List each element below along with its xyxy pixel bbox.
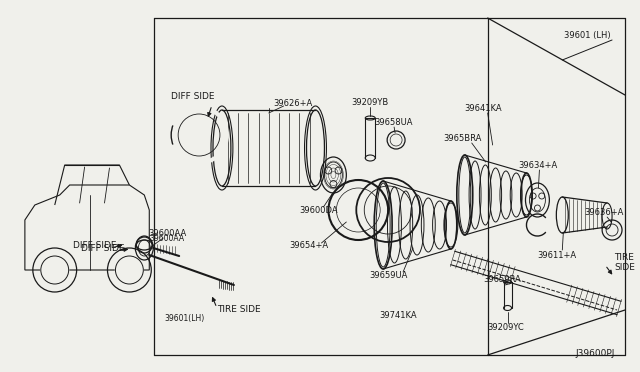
Text: J39600PJ: J39600PJ [575, 349, 615, 358]
Text: 39659UA: 39659UA [369, 270, 407, 279]
Text: 39654+A: 39654+A [289, 241, 328, 250]
Text: TIRE SIDE: TIRE SIDE [217, 305, 260, 314]
Text: 39600AA: 39600AA [148, 228, 186, 237]
Text: 39636+A: 39636+A [584, 208, 624, 217]
Text: 3965BRA: 3965BRA [444, 134, 482, 142]
Text: 39209YC: 39209YC [487, 324, 524, 333]
Text: 39611+A: 39611+A [538, 250, 577, 260]
Text: 39601(LH): 39601(LH) [164, 314, 204, 323]
Text: SIDE: SIDE [614, 263, 635, 273]
Text: 39659RA: 39659RA [484, 276, 522, 285]
Circle shape [41, 256, 68, 284]
Text: TIRE: TIRE [614, 253, 634, 263]
Text: 39626+A: 39626+A [274, 99, 313, 108]
Text: DIFF SIDE: DIFF SIDE [73, 241, 116, 250]
Circle shape [115, 256, 143, 284]
Text: 39658UA: 39658UA [374, 118, 412, 126]
Text: 39641KA: 39641KA [464, 103, 502, 112]
Text: DIFF SIDE: DIFF SIDE [172, 92, 215, 100]
Text: 39600AA: 39600AA [150, 234, 185, 243]
Text: 39600DA: 39600DA [299, 205, 338, 215]
Text: 39601 (LH): 39601 (LH) [564, 31, 611, 39]
Text: 39209YB: 39209YB [351, 97, 389, 106]
Text: 39634+A: 39634+A [518, 160, 557, 170]
Text: 39741KA: 39741KA [380, 311, 417, 320]
Text: DIFF SIDE: DIFF SIDE [81, 244, 124, 253]
